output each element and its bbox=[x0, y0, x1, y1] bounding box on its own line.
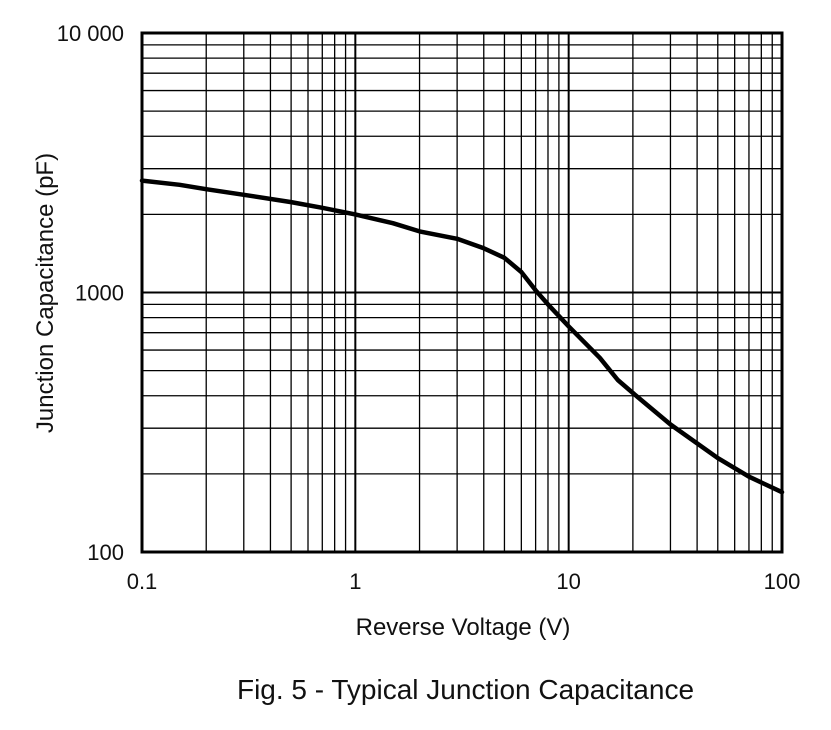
x-tick-label: 1 bbox=[349, 569, 361, 594]
capacitance-curve bbox=[139, 178, 785, 495]
y-tick-label: 10 000 bbox=[57, 21, 124, 46]
x-tick-labels: 0.1 1 10 100 bbox=[127, 569, 801, 594]
x-axis-label: Reverse Voltage (V) bbox=[356, 614, 571, 641]
y-axis-label: Junction Capacitance (pF) bbox=[32, 153, 59, 433]
x-tick-label: 0.1 bbox=[127, 569, 158, 594]
plot-frame bbox=[140, 31, 784, 554]
y-tick-labels: 100 1000 10 000 bbox=[57, 21, 124, 565]
x-tick-label: 100 bbox=[764, 569, 801, 594]
x-tick-label: 10 bbox=[556, 569, 580, 594]
y-tick-label: 100 bbox=[87, 540, 124, 565]
grid-lines bbox=[141, 33, 782, 553]
y-tick-label: 1000 bbox=[75, 281, 124, 306]
figure-caption: Fig. 5 - Typical Junction Capacitance bbox=[236, 674, 695, 705]
